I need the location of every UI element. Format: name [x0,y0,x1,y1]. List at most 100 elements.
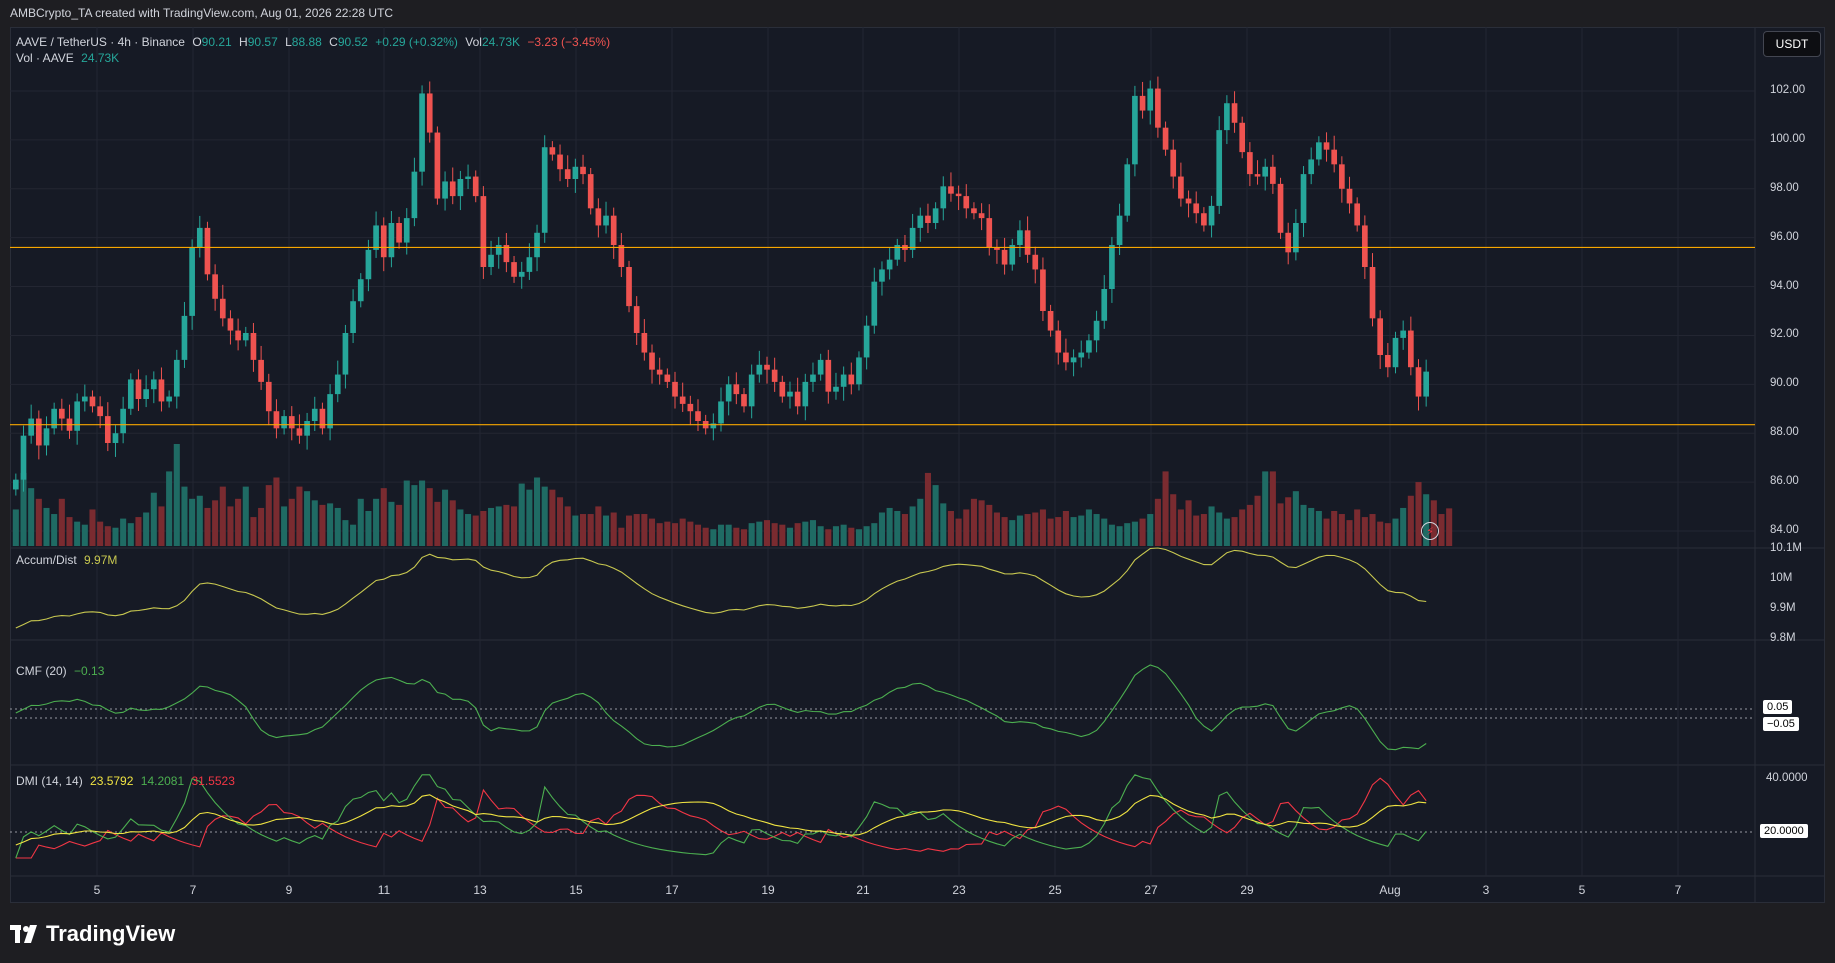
candle-body [756,364,763,375]
dmi-legend: DMI (14, 14) 23.5792 14.2081 31.5523 [16,774,239,788]
cmf-label[interactable]: CMF (20) [16,664,67,678]
volume-bar [242,486,249,546]
candle-body [1247,152,1253,175]
candle-body [741,394,747,407]
candle-body [1155,88,1161,128]
volume-bar [901,514,908,546]
candle-body [204,227,211,275]
volume-legend: Vol · AAVE 24.73K [16,51,123,65]
candle-body [150,379,157,390]
flash-icon[interactable]: ⚡ [1421,522,1439,540]
accum-axis-3: 9.8M [1770,632,1796,644]
candle-body [258,359,264,382]
candle-body [1224,103,1230,131]
price-tick-7: 88.00 [1770,426,1799,439]
volume-bar [327,503,334,546]
cmf-axis-tag-upper: 0.05 [1763,700,1793,714]
candle-body [871,281,878,326]
candle-body [1369,267,1376,319]
candle-body [1400,330,1407,338]
volume-bar [373,498,380,546]
volume-bar [1254,495,1261,546]
chart-attribution: AMBCrypto_TA created with TradingView.co… [10,6,394,20]
volume-bar [511,506,518,546]
time-tick-0: 5 [93,883,101,897]
volume-bar [419,480,426,546]
chart-frame[interactable] [10,27,1825,903]
candle-body [1032,254,1039,270]
candle-body [219,298,226,319]
volume-bar [886,507,893,546]
candle-body [472,176,479,197]
price-tick-5: 92.00 [1770,328,1799,341]
accum-dist-label[interactable]: Accum/Dist [16,553,77,567]
candle-body [1078,352,1085,358]
candle-body [1109,245,1115,289]
volume-bar [978,500,985,546]
candle-body [81,396,88,402]
high-label: H [239,35,248,49]
volume-bar [1124,523,1131,546]
symbol-name[interactable]: AAVE / TetherUS · 4h · Binance [16,35,185,49]
time-tick-3: 11 [377,883,391,897]
candle-body [1377,318,1384,355]
volume-bar [587,514,594,546]
candle-body [273,411,280,429]
volume-bar [334,507,341,546]
volume-bar [442,489,449,546]
volume-bar [12,509,19,546]
candle-body [718,401,724,424]
low-value: 88.88 [291,35,322,49]
candle-body [856,357,862,385]
candle-body [1063,352,1069,363]
price-tick-0: 102.00 [1770,84,1806,96]
volume-value: 24.73K [81,51,120,65]
volume-bar [526,489,533,546]
price-tick-8: 86.00 [1770,475,1799,488]
candle-body [1147,88,1154,111]
volume-bar [1338,514,1345,546]
candle-body [281,416,287,429]
volume-bar [1070,517,1077,546]
currency-button[interactable]: USDT [1763,31,1821,57]
volume-bar [189,498,196,546]
brand-name: TradingView [46,921,176,946]
volume-bar [610,512,617,546]
accum-dist-line [15,547,1427,629]
volume-bar [802,521,809,546]
candle-body [971,208,977,214]
dmi-minus-value: 31.5523 [191,774,235,788]
candle-body [978,213,985,219]
dmi-label[interactable]: DMI (14, 14) [16,774,83,788]
candle-body [1193,203,1200,214]
candle-body [580,166,586,175]
volume-bar [1108,524,1115,546]
volume-bar [809,520,817,546]
candle-body [725,384,732,402]
dmi-adx-value: 23.5792 [90,774,134,788]
volume-bar [1154,498,1161,546]
volume-label[interactable]: Vol · AAVE [16,51,74,65]
candle-body [373,225,379,250]
volume-bar [1062,510,1069,546]
time-tick-10: 25 [1048,883,1062,897]
dmi-axis-tag-20: 20.0000 [1760,824,1808,838]
volume-bar [1193,515,1200,546]
candle-body [1362,225,1368,267]
candle-body [181,315,188,360]
dmi-axis-40: 40.0000 [1766,772,1808,784]
candle-body [1346,188,1353,204]
candle-body [894,245,901,260]
volume-bar [1085,509,1092,546]
candle-body [419,93,425,172]
volume-bar [273,477,280,546]
volume-bar [1292,491,1299,546]
candle-body [1331,149,1338,165]
candle-body [779,381,786,397]
volume-bar [388,501,395,546]
candle-body [135,379,142,399]
candle-body [465,176,471,179]
time-tick-7: 19 [761,883,775,897]
volume-bar [365,510,372,546]
